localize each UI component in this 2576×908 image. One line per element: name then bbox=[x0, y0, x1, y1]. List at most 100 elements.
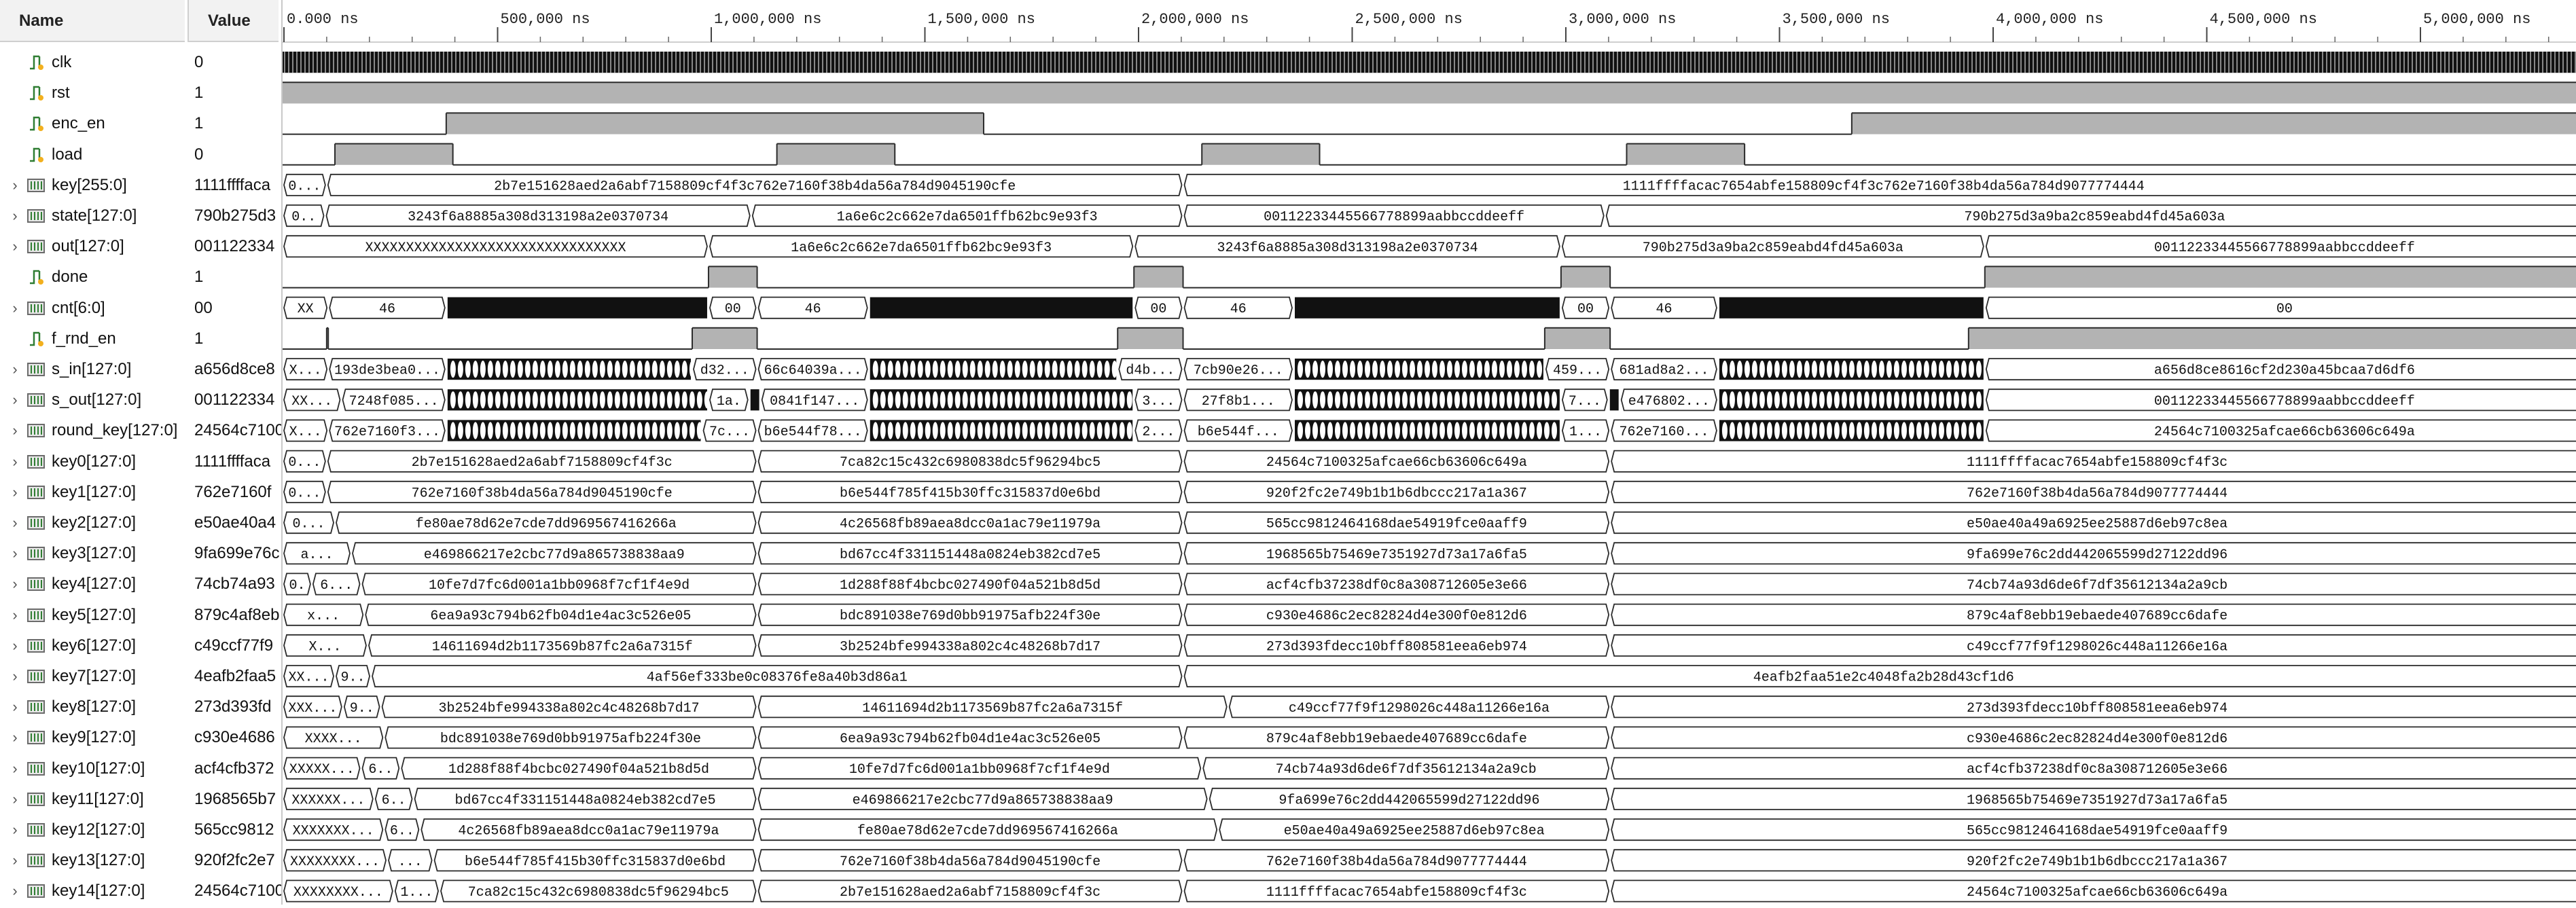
waveform-cnt[interactable]: XX 46 00 46 00 46 00 46 00 bbox=[283, 296, 2576, 319]
signal-row-load[interactable]: load bbox=[0, 140, 185, 170]
signal-row-key4[interactable]: › key4[127:0] bbox=[0, 569, 185, 599]
bus-change-marker bbox=[940, 422, 946, 439]
signal-row-key7[interactable]: › key7[127:0] bbox=[0, 661, 185, 691]
chevron-right-icon[interactable]: › bbox=[12, 882, 18, 900]
chevron-right-icon[interactable]: › bbox=[12, 299, 18, 316]
signal-row-key9[interactable]: › key9[127:0] bbox=[0, 723, 185, 752]
waveform-key1[interactable]: 0... 762e7160f38b4da56a784d9045190cfe b6e5… bbox=[283, 480, 2576, 503]
bus-value-label: 46 bbox=[379, 302, 395, 317]
chevron-right-icon[interactable]: › bbox=[12, 852, 18, 869]
value-column-header[interactable]: Value bbox=[187, 0, 279, 42]
waveform-key10[interactable]: XXXXX... 6.. 1d288f88f4bcbc027490f04a521b8… bbox=[283, 757, 2576, 780]
waveform-key0[interactable]: 0... 2b7e151628aed2a6abf7158809cf4f3c 7ca8… bbox=[283, 450, 2576, 473]
signal-row-s_out[interactable]: › s_out[127:0] bbox=[0, 385, 185, 415]
chevron-right-icon[interactable]: › bbox=[12, 514, 18, 531]
signal-row-key13[interactable]: › key13[127:0] bbox=[0, 846, 185, 875]
chevron-right-icon[interactable]: › bbox=[12, 391, 18, 409]
bus-value-label: 4eafb2faa51e2c4048fa2b28d43cf1d6 bbox=[1753, 670, 2014, 686]
signal-row-key6[interactable]: › key6[127:0] bbox=[0, 631, 185, 661]
waveform-key3[interactable]: a... e469866217e2cbc77d9a865738838aa9 bd67… bbox=[283, 542, 2576, 565]
signal-row-key2[interactable]: › key2[127:0] bbox=[0, 508, 185, 538]
bus-value-label: 920f2fc2e749b1b1b6dbccc217a1a367 bbox=[1266, 486, 1527, 501]
waveform-key7[interactable]: XX... 9.. 4af56ef333be0c08376fe8a40b3d86a1… bbox=[283, 665, 2576, 688]
chevron-right-icon[interactable]: › bbox=[12, 575, 18, 593]
bus-change-marker bbox=[1811, 361, 1817, 378]
signal-row-key10[interactable]: › key10[127:0] bbox=[0, 754, 185, 784]
signal-row-key5[interactable]: › key5[127:0] bbox=[0, 600, 185, 630]
signal-row-rst[interactable]: rst bbox=[0, 78, 185, 108]
waveform-key6[interactable]: X... 14611694d2b1173569b87fc2a6a7315f 3b25… bbox=[283, 634, 2576, 657]
waveform-clk[interactable] bbox=[283, 52, 2576, 73]
bus-value-label: XXXXX... bbox=[289, 762, 355, 778]
signal-row-clk[interactable]: clk bbox=[0, 48, 185, 77]
signal-row-cnt[interactable]: › cnt[6:0] bbox=[0, 293, 185, 323]
chevron-right-icon[interactable]: › bbox=[12, 668, 18, 685]
waveform-done[interactable] bbox=[283, 266, 2576, 289]
signal-row-f_rnd_en[interactable]: f_rnd_en bbox=[0, 324, 185, 354]
signal-row-state[interactable]: › state[127:0] bbox=[0, 201, 185, 231]
waveform-key14[interactable]: XXXXXXXX... 1... 7ca82c15c432c6980838dc5f9… bbox=[283, 879, 2576, 903]
signal-row-enc_en[interactable]: enc_en bbox=[0, 109, 185, 139]
signal-row-key1[interactable]: › key1[127:0] bbox=[0, 477, 185, 507]
bus-change-marker bbox=[940, 391, 946, 409]
signal-row-done[interactable]: done bbox=[0, 262, 185, 292]
bus-change-marker bbox=[1916, 361, 1922, 378]
chevron-right-icon[interactable]: › bbox=[12, 790, 18, 807]
chevron-right-icon[interactable]: › bbox=[12, 361, 18, 378]
waveform-key2[interactable]: 0... fe80ae78d62e7cde7dd969567416266a 4c26… bbox=[283, 511, 2576, 534]
waveform-load[interactable] bbox=[283, 143, 2576, 166]
waveform-state[interactable]: 0.. 3243f6a8885a308d313198a2e0370734 1a6e6… bbox=[283, 204, 2576, 228]
chevron-right-icon[interactable]: › bbox=[12, 545, 18, 562]
signal-row-s_in[interactable]: › s_in[127:0] bbox=[0, 355, 185, 384]
signal-row-key0[interactable]: › key0[127:0] bbox=[0, 447, 185, 477]
waveform-key13[interactable]: XXXXXXXX...... b6e544f785f415b30ffc315837… bbox=[283, 849, 2576, 872]
bus-change-marker bbox=[1781, 422, 1787, 439]
bus-change-marker bbox=[1871, 361, 1877, 378]
chevron-right-icon[interactable]: › bbox=[12, 452, 18, 470]
chevron-right-icon[interactable]: › bbox=[12, 483, 18, 501]
chevron-right-icon[interactable]: › bbox=[12, 821, 18, 838]
chevron-right-icon[interactable]: › bbox=[12, 422, 18, 439]
signal-row-round_key[interactable]: › round_key[127:0] bbox=[0, 416, 185, 446]
signal-row-key14[interactable]: › key14[127:0] bbox=[0, 876, 185, 906]
chevron-right-icon[interactable]: › bbox=[12, 636, 18, 654]
time-ruler[interactable]: 0.000 ns 500,000 ns 1,000,000 ns 1,500,000 … bbox=[283, 0, 2576, 43]
chevron-right-icon[interactable]: › bbox=[12, 729, 18, 746]
signal-row-key11[interactable]: › key11[127:0] bbox=[0, 784, 185, 814]
bus-change-marker bbox=[1923, 391, 1929, 409]
chevron-right-icon[interactable]: › bbox=[12, 238, 18, 255]
chevron-right-icon[interactable]: › bbox=[12, 207, 18, 224]
waveform-round_key[interactable]: X... 762e7160f3... 7c... b6e544f78... 2... b6… bbox=[283, 419, 2576, 442]
waveform-enc_en[interactable] bbox=[283, 112, 2576, 135]
waveform-key8[interactable]: XXX... 9.. 3b2524bfe994338a802c4c48268b7d1… bbox=[283, 695, 2576, 719]
chevron-right-icon[interactable]: › bbox=[12, 176, 18, 194]
waveform-key[interactable]: 0... 2b7e151628aed2a6abf7158809cf4f3c762e… bbox=[283, 173, 2576, 196]
waveform-s_out[interactable]: XX... 7248f085... 1a. 0841f147... 3... 27f8b1… bbox=[283, 388, 2576, 412]
waveform-key4[interactable]: 0. 6... 10fe7d7fc6d001a1bb0968f7cf1f4e9d 1d… bbox=[283, 573, 2576, 596]
waveform-out[interactable]: XXXXXXXXXXXXXXXXXXXXXXXXXXXXXXXX 1a6e6c2c… bbox=[283, 235, 2576, 258]
signal-row-key8[interactable]: › key8[127:0] bbox=[0, 692, 185, 722]
waveform-key12[interactable]: XXXXXXX... 6.. 4c26568fb89aea8dcc0a1ac79e1… bbox=[283, 818, 2576, 841]
signal-row-key[interactable]: › key[255:0] bbox=[0, 170, 185, 200]
chevron-right-icon[interactable]: › bbox=[12, 759, 18, 777]
waveform-key11[interactable]: XXXXXX... 6.. bd67cc4f331151448a0824eb382c… bbox=[283, 787, 2576, 810]
tick-label: 500,000 ns bbox=[501, 11, 590, 28]
bus-segment bbox=[1611, 757, 2576, 780]
chevron-right-icon[interactable]: › bbox=[12, 698, 18, 716]
waveform-s_in[interactable]: X... 193de3bea0... d32... 66c64039a... d4b..… bbox=[283, 358, 2576, 381]
waveform-rst[interactable] bbox=[283, 81, 2576, 104]
bus-segment bbox=[283, 358, 328, 381]
signal-row-key12[interactable]: › key12[127:0] bbox=[0, 815, 185, 845]
waveform-canvas[interactable]: 0.000 ns 500,000 ns 1,000,000 ns 1,500,000 … bbox=[283, 0, 2576, 905]
name-column-header[interactable]: Name bbox=[0, 0, 185, 42]
waveform-key9[interactable]: XXXX... bdc891038e769d0bb91975afb224f30e 6… bbox=[283, 726, 2576, 749]
signal-row-key3[interactable]: › key3[127:0] bbox=[0, 539, 185, 568]
signal-row-out[interactable]: › out[127:0] bbox=[0, 232, 185, 261]
chevron-right-icon[interactable]: › bbox=[12, 606, 18, 623]
waveform-key5[interactable]: x... 6ea9a93c794b62fb04d1e4ac3c526e05 bdc8… bbox=[283, 603, 2576, 626]
bus-change-marker bbox=[880, 361, 886, 378]
waveform-panel[interactable]: 0.000 ns 500,000 ns 1,000,000 ns 1,500,000 … bbox=[281, 0, 2576, 905]
bus-segment bbox=[394, 879, 439, 903]
bus-change-marker bbox=[992, 361, 998, 378]
waveform-f_rnd_en[interactable] bbox=[283, 327, 2576, 350]
